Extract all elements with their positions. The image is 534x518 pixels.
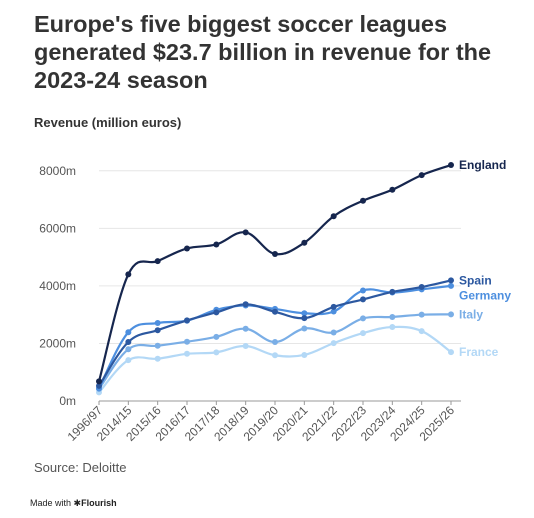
data-point-italy — [389, 313, 396, 320]
data-point-england — [242, 229, 249, 236]
data-point-england — [330, 213, 337, 220]
data-point-italy — [418, 311, 425, 318]
series-line-germany — [97, 284, 453, 390]
data-point-spain — [330, 303, 337, 310]
series-label-italy: Italy — [459, 307, 483, 321]
y-tick-label: 6000m — [39, 221, 76, 235]
data-point-france — [242, 343, 249, 350]
data-point-italy — [242, 325, 249, 332]
data-point-france — [301, 351, 308, 358]
data-point-france — [213, 349, 220, 356]
data-point-spain — [184, 317, 190, 324]
data-point-spain — [301, 315, 308, 322]
chart-title: Europe's five biggest soccer leagues gen… — [34, 11, 492, 93]
series-line-england — [97, 163, 453, 383]
flourish-logo: ✱Flourish — [73, 498, 117, 508]
data-point-italy — [154, 342, 161, 349]
data-point-germany — [125, 329, 132, 336]
data-point-france — [418, 328, 425, 335]
data-point-england — [184, 245, 190, 252]
data-point-germany — [154, 320, 161, 327]
data-point-england — [125, 271, 132, 278]
data-point-spain — [96, 382, 102, 389]
series-line-italy — [97, 313, 453, 391]
data-point-spain — [272, 308, 278, 315]
data-point-spain — [125, 339, 132, 346]
data-point-spain — [418, 284, 425, 291]
series-line-france — [97, 325, 453, 394]
data-point-italy — [301, 325, 308, 332]
y-axis-title: Revenue (million euros) — [34, 115, 182, 130]
data-point-england — [154, 258, 161, 265]
y-tick-label: 4000m — [39, 279, 76, 293]
credit-prefix: Made with — [30, 498, 72, 508]
series-label-germany: Germany — [459, 288, 511, 302]
series-line-spain — [97, 279, 453, 387]
data-point-spain — [360, 296, 366, 303]
data-point-england — [418, 172, 425, 179]
credit-brand: Flourish — [81, 498, 117, 508]
y-tick-label: 0m — [59, 394, 76, 408]
data-point-italy — [360, 315, 366, 322]
data-point-germany — [330, 308, 337, 315]
data-point-spain — [154, 327, 161, 334]
data-point-france — [154, 355, 161, 362]
flourish-credit[interactable]: Made with ✱Flourish — [30, 498, 117, 509]
y-tick-label: 2000m — [39, 336, 76, 350]
data-point-england — [213, 241, 220, 248]
data-point-spain — [448, 277, 454, 284]
data-point-england — [96, 378, 102, 385]
data-point-germany — [448, 282, 454, 289]
source-note: Source: Deloitte — [34, 460, 127, 475]
data-point-france — [330, 340, 337, 347]
series-label-england: England — [459, 158, 506, 172]
data-point-italy — [272, 339, 278, 346]
data-point-italy — [125, 346, 132, 353]
data-point-england — [301, 239, 308, 246]
data-point-france — [272, 352, 278, 359]
series-label-spain: Spain — [459, 273, 492, 287]
data-point-england — [360, 197, 366, 204]
data-point-italy — [448, 311, 454, 318]
data-point-france — [184, 350, 190, 357]
data-point-germany — [360, 287, 366, 294]
data-point-france — [125, 357, 132, 364]
data-point-england — [272, 250, 278, 257]
data-point-france — [448, 349, 454, 356]
data-point-england — [389, 186, 396, 193]
series-label-france: France — [459, 345, 499, 359]
data-point-germany — [301, 310, 308, 317]
data-point-italy — [213, 333, 220, 340]
data-point-italy — [184, 338, 190, 345]
data-point-spain — [242, 301, 249, 308]
data-point-france — [389, 324, 396, 331]
data-point-spain — [213, 309, 220, 316]
data-point-italy — [330, 329, 337, 336]
data-point-spain — [389, 288, 396, 295]
data-point-england — [448, 162, 454, 169]
y-tick-label: 8000m — [39, 164, 76, 178]
data-point-france — [360, 330, 366, 337]
